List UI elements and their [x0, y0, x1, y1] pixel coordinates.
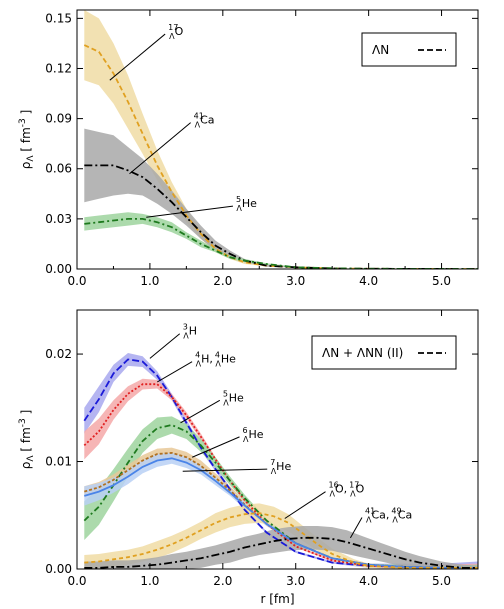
x-tick-label: 3.0	[286, 274, 305, 288]
annotation-pointer	[284, 491, 326, 519]
plot-area	[83, 10, 478, 269]
y-axis-label: ρΛ [ fm-3 ]	[18, 110, 36, 170]
annotation-label: 17 ΛO	[349, 481, 364, 499]
annotation-label: 41 ΛCa	[194, 112, 215, 130]
x-tick-label: 5.0	[432, 574, 451, 588]
x-tick-label: 3.0	[286, 574, 305, 588]
legend: ΛN	[361, 32, 457, 67]
x-tick-label: 4.0	[359, 274, 378, 288]
top-panel: 0.0 1.0 2.0 3.0 4.0 5.0 0.00 0.03 0.06 0.09 0.12 0.…	[18, 9, 479, 288]
y-tick-label: 0.15	[45, 11, 72, 25]
annotation-label: 4 ΛHe	[215, 351, 236, 369]
annotation-pointer	[180, 399, 221, 424]
y-tick-label: 0.12	[45, 61, 72, 75]
x-tick-label: 1.0	[140, 274, 159, 288]
axes-frame	[76, 9, 479, 270]
series-line-0-0	[83, 44, 478, 269]
band-0-2	[84, 212, 478, 269]
x-tick-label: 2.0	[213, 574, 232, 588]
plot-area	[83, 353, 478, 569]
annotation-label: 49 ΛCa	[391, 506, 412, 524]
annotation-pointer	[182, 468, 268, 472]
y-tick-label: 0.03	[45, 212, 72, 226]
annotation-label: 41 ΛCa,	[365, 506, 389, 524]
annotation-pointer	[156, 361, 193, 383]
bottom-panel: 0.0 1.0 2.0 3.0 4.0 5.0 0.00 0.01 0.02 ρΛ [ fm-3 …	[18, 309, 479, 606]
band-1-6	[84, 526, 478, 569]
y-tick-label: 0.00	[45, 562, 72, 576]
axes-frame	[76, 309, 479, 570]
annotation-label: 6 ΛHe	[243, 426, 264, 444]
x-tick-label: 0.0	[67, 574, 86, 588]
annotation-pointer	[149, 333, 181, 359]
annotation-pointer	[109, 33, 166, 81]
annotation-pointer	[129, 122, 191, 175]
x-axis-label: r [fm]	[260, 592, 294, 606]
x-tick-label: 2.0	[213, 274, 232, 288]
x-tick-label: 4.0	[359, 574, 378, 588]
annotation-pointer	[191, 436, 240, 458]
annotation-label: 16 ΛO,	[329, 481, 348, 499]
annotation-label: 3 ΛH	[183, 323, 197, 341]
annotation-label: 4 ΛH,	[195, 351, 213, 369]
y-tick-label: 0.09	[45, 112, 72, 126]
legend-label: ΛN + ΛNN (II)	[322, 346, 403, 360]
y-tick-label: 0.06	[45, 162, 72, 176]
annotation-label: 17 ΛO	[168, 23, 183, 41]
legend-label: ΛN	[372, 43, 389, 57]
annotation-pointer	[146, 205, 234, 218]
annotation-pointer	[349, 517, 363, 539]
x-tick-label: 5.0	[432, 274, 451, 288]
x-tick-label: 0.0	[67, 274, 86, 288]
x-tick-label: 1.0	[140, 574, 159, 588]
y-tick-label: 0.00	[45, 262, 72, 276]
series-line-1-6	[84, 536, 478, 569]
y-axis-label: ρΛ [ fm-3 ]	[18, 410, 36, 470]
y-tick-label: 0.01	[45, 455, 72, 469]
annotation-label: 5 ΛHe	[236, 195, 257, 213]
series-line-1-5	[84, 512, 478, 569]
annotation-label: 5 ΛHe	[223, 389, 244, 407]
annotation-label: 7 ΛHe	[270, 458, 291, 476]
legend: ΛN + ΛNN (II)	[311, 335, 457, 370]
y-tick-label: 0.02	[45, 347, 72, 361]
band-0-1	[84, 128, 478, 269]
series-line-0-2	[84, 217, 478, 269]
